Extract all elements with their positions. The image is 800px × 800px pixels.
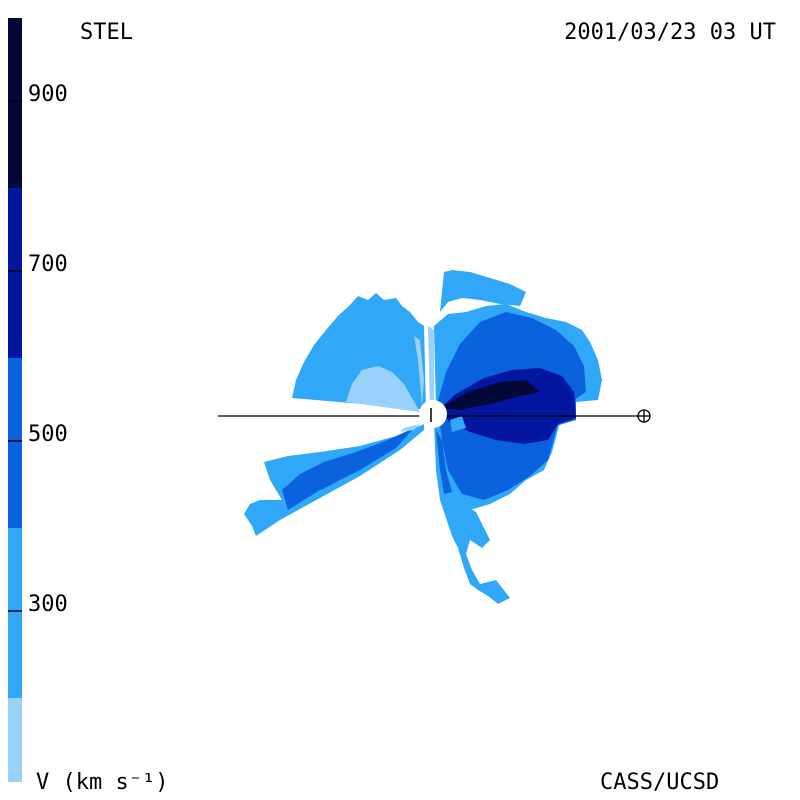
unit-label: V (km s⁻¹) <box>36 770 169 795</box>
colorbar-tick-label-300: 300 <box>28 592 68 617</box>
colorbar-tick-label-900: 900 <box>28 82 68 107</box>
wedge-lower <box>434 424 510 604</box>
sun-occulter <box>419 400 447 428</box>
wedge-right <box>434 270 602 510</box>
colorbar <box>8 18 22 782</box>
wedge-upper-left <box>292 293 434 412</box>
colorbar-band-700 <box>8 188 22 358</box>
wedge-lower-left <box>244 424 424 536</box>
colorbar-tick-label-500: 500 <box>28 422 68 447</box>
timestamp-label: 2001/03/23 03 UT <box>564 20 776 45</box>
earth-icon <box>637 409 651 423</box>
credit-label: CASS/UCSD <box>600 770 720 795</box>
colorbar-band-300 <box>8 528 22 698</box>
colorbar-band-low <box>8 698 22 782</box>
colorbar-band-500 <box>8 358 22 528</box>
colorbar-band-900 <box>8 18 22 188</box>
colorbar-tick-label-700: 700 <box>28 252 68 277</box>
instrument-label: STEL <box>80 20 133 45</box>
